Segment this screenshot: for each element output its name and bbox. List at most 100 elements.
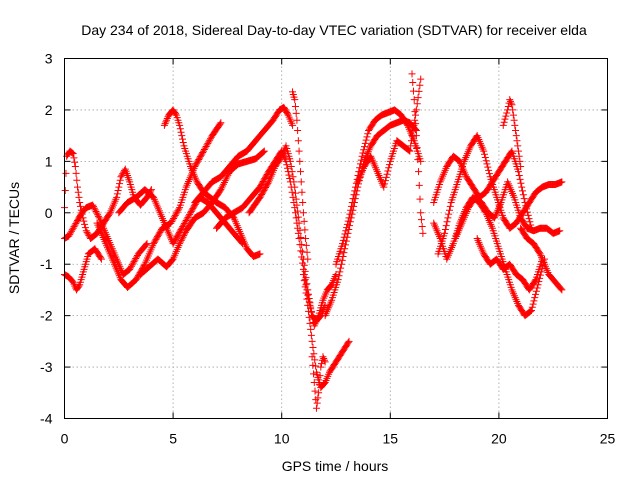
data-point <box>345 214 353 222</box>
data-point <box>321 358 329 366</box>
data-point <box>203 141 211 149</box>
data-point <box>530 297 538 305</box>
data-point <box>179 223 187 231</box>
data-point <box>339 236 347 244</box>
series-track-24 <box>473 235 546 294</box>
data-point <box>364 130 372 138</box>
data-point <box>532 287 540 295</box>
data-point <box>481 154 489 161</box>
data-point <box>512 132 520 140</box>
data-point <box>105 210 113 218</box>
data-point <box>506 97 514 105</box>
data-point <box>74 183 82 191</box>
data-point <box>336 268 344 276</box>
series-track-3 <box>61 147 155 242</box>
data-point <box>132 255 140 263</box>
data-point <box>446 202 454 210</box>
data-point <box>509 111 517 119</box>
data-point <box>170 214 178 222</box>
data-point <box>520 195 528 203</box>
data-point <box>484 163 492 171</box>
data-point <box>406 147 414 155</box>
data-point <box>73 176 81 184</box>
data-point <box>168 256 176 264</box>
data-point <box>419 229 427 237</box>
data-point <box>116 176 124 184</box>
data-point <box>320 356 328 364</box>
data-point <box>500 118 508 126</box>
data-point <box>92 208 100 215</box>
data-point <box>501 115 509 123</box>
data-point <box>332 271 340 278</box>
data-point <box>417 209 425 217</box>
data-point <box>217 186 225 194</box>
data-point <box>415 181 423 189</box>
data-point <box>359 149 367 157</box>
data-point <box>77 202 85 210</box>
data-point <box>75 282 83 290</box>
data-point <box>343 224 351 232</box>
data-point <box>309 344 317 352</box>
data-point <box>283 161 291 169</box>
data-point <box>223 173 231 181</box>
data-point <box>277 154 285 161</box>
data-point <box>177 128 185 136</box>
data-point <box>412 120 420 128</box>
data-point <box>403 120 411 128</box>
data-point <box>352 183 360 191</box>
data-point <box>142 241 150 249</box>
data-point <box>179 139 187 146</box>
data-point <box>412 111 420 119</box>
data-point <box>344 339 352 347</box>
data-point <box>311 387 319 395</box>
data-point <box>179 233 187 241</box>
data-point <box>416 81 424 89</box>
data-point <box>481 150 489 158</box>
data-point <box>172 110 180 118</box>
data-point <box>94 211 102 219</box>
data-point <box>346 210 354 218</box>
series-track-5 <box>115 186 247 248</box>
data-point <box>320 355 328 362</box>
data-point <box>304 255 312 263</box>
y-tick-label: 0 <box>45 205 53 221</box>
data-point <box>417 75 425 83</box>
data-point <box>176 240 184 248</box>
data-point <box>531 294 539 302</box>
data-point <box>358 152 366 160</box>
data-point <box>363 133 371 141</box>
data-point <box>485 170 493 178</box>
data-point <box>508 101 516 109</box>
data-point <box>299 199 307 206</box>
data-point <box>385 161 393 169</box>
data-point <box>307 331 315 339</box>
data-point <box>315 389 323 397</box>
data-point <box>179 135 187 143</box>
data-point <box>294 213 302 221</box>
data-point <box>206 136 214 144</box>
data-point <box>288 188 296 196</box>
data-point <box>345 337 353 345</box>
data-point <box>217 119 225 127</box>
data-point <box>181 230 189 238</box>
data-point <box>199 148 207 156</box>
data-point <box>219 182 227 190</box>
data-point <box>308 312 316 320</box>
data-point <box>72 220 80 228</box>
data-point <box>409 127 417 134</box>
data-point <box>485 166 493 174</box>
data-point <box>256 250 264 258</box>
series-track-11 <box>289 88 312 263</box>
data-point <box>412 132 420 140</box>
data-point <box>537 252 545 260</box>
data-point <box>177 236 185 244</box>
data-point <box>75 193 83 201</box>
data-point <box>509 106 517 114</box>
data-point <box>222 175 230 183</box>
data-point <box>310 350 318 358</box>
data-point <box>314 394 322 402</box>
series-track-23 <box>517 224 566 294</box>
data-point <box>176 238 184 246</box>
data-point <box>315 380 323 388</box>
data-point <box>117 173 125 181</box>
